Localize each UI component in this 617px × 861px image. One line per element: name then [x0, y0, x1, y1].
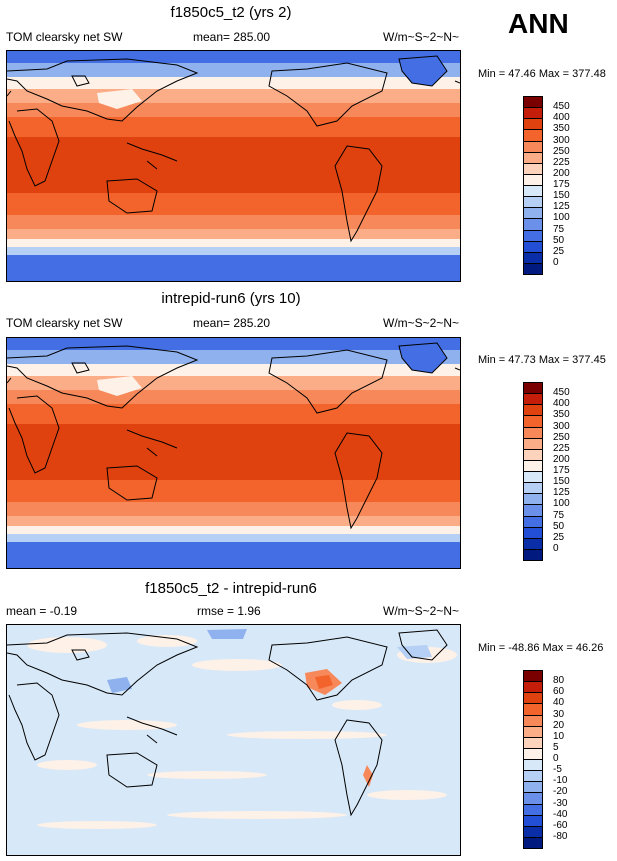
colorbar-tick-label: 125 — [553, 201, 570, 213]
panel-3-colorbar: 80 60 40 30 20 10 5 0 -5 -10 -20 -30 -40 -60 -80 — [523, 670, 567, 849]
colorbar-tick-label: 400 — [553, 112, 570, 124]
panel-2-mean-label: mean= 285.20 — [193, 316, 271, 330]
colorbar-swatch — [523, 548, 543, 561]
colorbar-tick-label: 250 — [553, 145, 570, 157]
colorbar-tick-label: 125 — [553, 487, 570, 499]
panel-3-units-label: W/m~S~2~N~ — [383, 604, 460, 618]
colorbar-tick-label: 300 — [553, 134, 570, 146]
colorbar-tick-label: -40 — [553, 808, 568, 820]
colorbar-tick-label: 80 — [553, 675, 565, 687]
panel-2-colorbar: 450 400 350 300 250 225 200 175 150 125 100 75 50 25 0 — [523, 382, 570, 561]
panel-3-title: f1850c5_t2 - intrepid-run6 — [145, 580, 317, 597]
panel-2-map — [6, 337, 461, 569]
colorbar-tick-label: -10 — [553, 775, 568, 787]
colorbar-tick-label: 25 — [553, 531, 565, 543]
panel-3-mean-label: mean = -0.19 — [6, 604, 78, 618]
panel-1-mean-label: mean= 285.00 — [193, 30, 271, 44]
colorbar-swatch — [523, 836, 543, 849]
colorbar-tick-label: 250 — [553, 431, 570, 443]
colorbar-swatch — [523, 262, 543, 275]
colorbar-tick-label: 5 — [553, 741, 559, 753]
colorbar-tick-label: 40 — [553, 697, 565, 709]
panel-3-minmax: Min = -48.86 Max = 46.26 — [478, 642, 604, 654]
colorbar-tick-label: 200 — [553, 453, 570, 465]
colorbar-tick-label: 100 — [553, 498, 570, 510]
colorbar-tick-label: 400 — [553, 398, 570, 410]
colorbar-tick-label: 450 — [553, 101, 570, 113]
colorbar-tick-label: 450 — [553, 387, 570, 399]
colorbar-tick-label: 75 — [553, 509, 565, 521]
panel-1-map — [6, 50, 461, 282]
colorbar-tick-label: 50 — [553, 234, 565, 246]
colorbar-tick-label: 175 — [553, 179, 570, 190]
panel-2-map-field — [7, 338, 460, 568]
panel-1-colorbar: 450 400 350 300 250 225 200 175 150 125 100 75 50 25 0 — [523, 96, 570, 275]
colorbar-tick-label: 0 — [553, 256, 559, 268]
panel-1-title: f1850c5_t2 (yrs 2) — [170, 4, 292, 21]
colorbar-tick-label: 350 — [553, 123, 570, 135]
season-label: ANN — [508, 8, 569, 39]
panel-2-minmax: Min = 47.73 Max = 377.45 — [478, 354, 606, 366]
colorbar-tick-label: 60 — [553, 686, 565, 698]
colorbar-tick-label: 0 — [553, 542, 559, 554]
colorbar-tick-label: 100 — [553, 212, 570, 224]
colorbar-tick-label: 20 — [553, 719, 565, 731]
colorbar-tick-label: 150 — [553, 476, 570, 488]
panel-2-title: intrepid-run6 (yrs 10) — [161, 290, 301, 307]
colorbar-tick-label: 350 — [553, 409, 570, 421]
colorbar-tick-label: -20 — [553, 786, 568, 798]
colorbar-tick-label: 75 — [553, 223, 565, 235]
colorbar-tick-label: -5 — [553, 764, 562, 776]
colorbar-tick-label: 30 — [553, 708, 565, 720]
panel-1-minmax: Min = 47.46 Max = 377.48 — [478, 68, 606, 80]
colorbar-tick-label: 0 — [553, 753, 559, 764]
colorbar-tick-label: 225 — [553, 442, 570, 454]
colorbar-tick-label: 50 — [553, 520, 565, 532]
panel-1-map-field — [7, 51, 460, 281]
colorbar-tick-label: 200 — [553, 167, 570, 179]
panel-3-map-field — [7, 625, 460, 855]
colorbar-tick-label: -80 — [553, 830, 568, 842]
colorbar-tick-label: 175 — [553, 465, 570, 476]
colorbar-tick-label: -60 — [553, 819, 568, 831]
panel-2-units-label: W/m~S~2~N~ — [383, 316, 460, 330]
panel-3-rmse-label: rmse = 1.96 — [197, 604, 261, 618]
panel-1-units-label: W/m~S~2~N~ — [383, 30, 460, 44]
panel-1-variable-label: TOM clearsky net SW — [6, 30, 123, 44]
colorbar-tick-label: 25 — [553, 245, 565, 257]
colorbar-tick-label: -30 — [553, 797, 568, 809]
colorbar-tick-label: 300 — [553, 420, 570, 432]
panel-3-map — [6, 624, 461, 856]
colorbar-tick-label: 225 — [553, 156, 570, 168]
colorbar-tick-label: 10 — [553, 730, 565, 742]
colorbar-tick-label: 150 — [553, 190, 570, 202]
panel-2-variable-label: TOM clearsky net SW — [6, 316, 123, 330]
